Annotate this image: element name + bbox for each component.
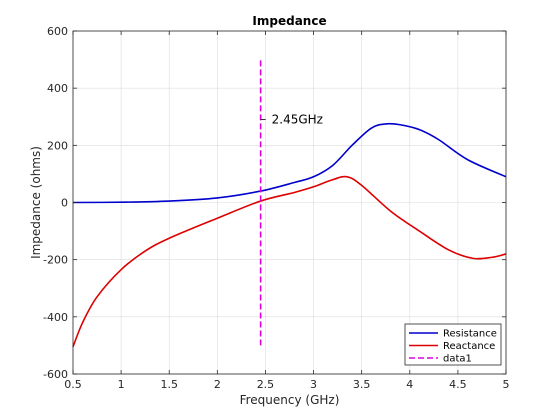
x-tick-label: 2.5 [257,378,275,391]
series-line-resistance [72,122,507,204]
legend-label-data1: data1 [443,354,472,365]
x-tick-label: 4.5 [449,378,467,391]
legend-label-reactance: Reactance [443,341,495,352]
series-layer [72,59,507,348]
x-tick-label: 2 [214,378,221,391]
legend-label-resistance: Resistance [443,329,497,340]
x-tick-label: 3 [310,378,317,391]
x-tick-label: 5 [503,378,510,391]
annotations: 2.45GHz [260,113,323,127]
x-tick-label: 1 [118,378,125,391]
chart-title: Impedance [252,14,326,28]
y-tick-label: 600 [47,25,68,38]
y-tick-label: 0 [61,197,68,210]
y-tick-label: -200 [43,254,68,267]
x-tick-label: 1.5 [160,378,178,391]
axis-ticks: 0.5 1 1.5 2 2.5 3 3.5 4 4.5 5 -600 -400 -200 0 200 400 6… [43,25,509,391]
x-axis-title: Frequency (GHz) [240,393,340,407]
y-axis-title: Impedance (ohms) [29,146,43,259]
x-tick-label: 3.5 [353,378,371,391]
y-tick-label: 200 [47,139,68,152]
y-tick-label: -400 [43,311,68,324]
series-line-reactance [72,175,507,348]
x-tick-label: 0.5 [64,378,82,391]
y-tick-label: -600 [43,368,68,381]
x-tick-label: 4 [406,378,413,391]
annotation-label: 2.45GHz [272,113,323,127]
y-tick-label: 400 [47,82,68,95]
